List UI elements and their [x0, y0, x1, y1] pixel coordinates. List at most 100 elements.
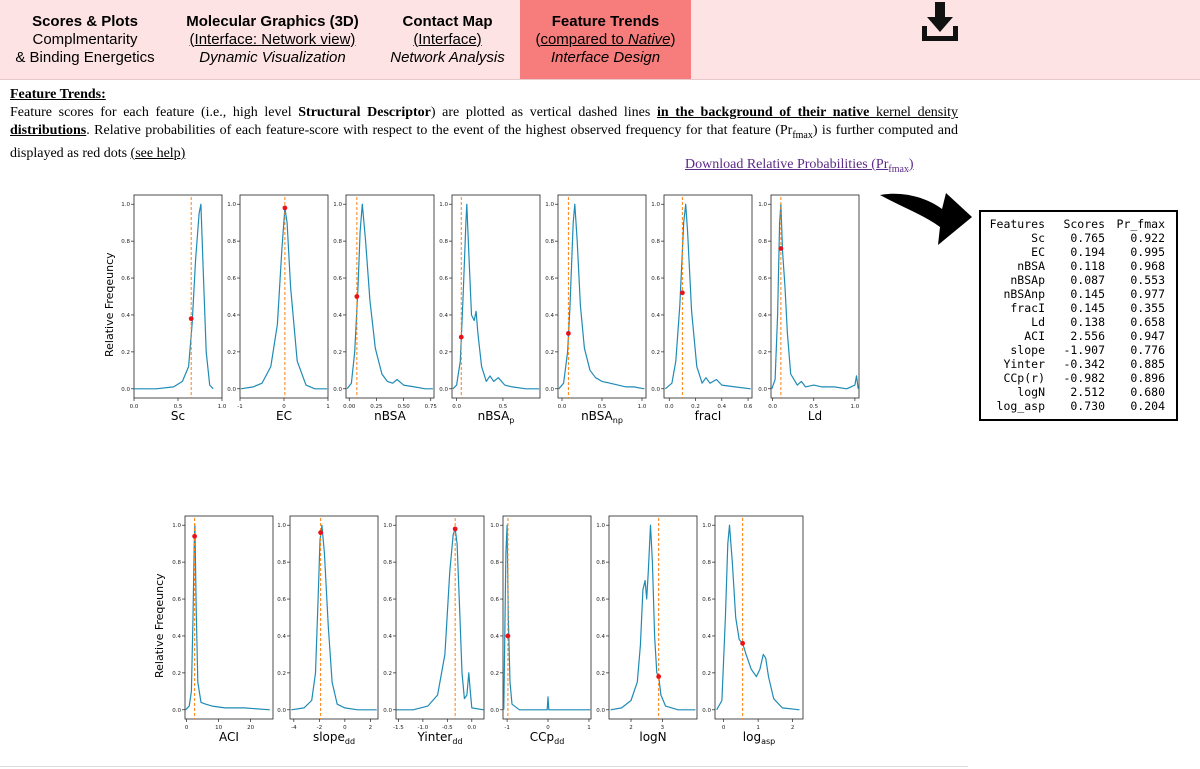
x-axis-label: logasp: [743, 730, 775, 746]
tab-molecular-graphics[interactable]: Molecular Graphics (3D) (Interface: Netw…: [170, 0, 375, 79]
feature-name: Sc: [1031, 231, 1045, 245]
feature-prfmax: 0.896: [1130, 371, 1165, 385]
tab-scores-plots[interactable]: Scores & Plots Complmentarity & Binding …: [0, 0, 170, 79]
tab-caption: Interface Design: [550, 48, 661, 66]
tab-caption: & Binding Energetics: [15, 48, 155, 66]
y-tick-label: 0.6: [758, 276, 767, 282]
x-axis-label: CCpdd: [530, 730, 565, 746]
y-tick-label: 0.4: [702, 634, 711, 640]
tab-feature-trends[interactable]: Feature Trends (compared to Native) Inte…: [520, 0, 691, 79]
paren-close: ): [670, 30, 676, 48]
y-tick-label: 0.4: [277, 634, 286, 640]
y-tick-label: 1.0: [702, 523, 711, 529]
download-relative-probabilities-link[interactable]: Download Relative Probabilities (Prfmax): [685, 157, 914, 175]
y-tick-label: 0.2: [277, 671, 286, 677]
plot-frame: [239, 194, 329, 399]
tab-contact-map[interactable]: Contact Map (Interface) Network Analysis: [375, 0, 520, 79]
y-tick-label: 0.4: [758, 313, 767, 319]
table-row: EC 0.194 0.995: [985, 245, 1172, 259]
feature-scores-table: Features Scores Pr_fmax Sc 0.765 0.922 EC 0.194…: [979, 210, 1178, 421]
y-tick-label: 0.6: [227, 276, 236, 282]
y-tick-label: 0.8: [227, 239, 236, 245]
kde-curve: [610, 524, 696, 711]
feature-prfmax: 0.995: [1130, 245, 1165, 259]
kde-curve: [558, 203, 645, 390]
x-tick-label: 0.0: [768, 404, 777, 410]
feature-name: logN: [1017, 385, 1045, 399]
prfmax-dot: [740, 640, 746, 646]
compared-to-link[interactable]: compared to: [540, 30, 628, 48]
section-heading: Feature Trends:: [10, 87, 106, 102]
y-tick-label: 0.4: [121, 313, 130, 319]
x-axis-label: logN: [639, 730, 666, 744]
x-tick-label: 2: [369, 725, 373, 731]
y-tick-label: 0.8: [758, 239, 767, 245]
feature-prfmax: 0.977: [1130, 287, 1165, 301]
feature-name: Yinter: [1003, 357, 1045, 371]
table-row: nBSA 0.118 0.968: [985, 259, 1172, 273]
table-row: Sc 0.765 0.922: [985, 231, 1172, 245]
x-axis-label: nBSAp: [478, 409, 515, 425]
y-tick-label: 1.0: [383, 523, 392, 529]
prfmax-dot: [778, 246, 784, 251]
x-tick-label: -1: [504, 725, 509, 731]
y-tick-label: 0.2: [758, 350, 767, 356]
feature-score: -1.907: [1063, 343, 1105, 357]
y-tick-label: 0.6: [277, 597, 286, 603]
feature-prfmax: 0.968: [1130, 259, 1165, 273]
feature-score: 2.512: [1070, 385, 1105, 399]
feature-name: nBSAnp: [1003, 287, 1045, 301]
x-axis-label: EC: [276, 409, 292, 423]
feature-prfmax: Pr_fmax: [1116, 217, 1165, 231]
y-tick-label: 0.6: [702, 597, 711, 603]
feature-name: EC: [1031, 245, 1045, 259]
kde-curve: [503, 524, 591, 711]
feature-name: nBSAp: [1010, 273, 1045, 287]
y-tick-label: 0.2: [651, 350, 660, 356]
feature-score: 0.194: [1070, 245, 1105, 259]
kde-curve: [134, 203, 214, 390]
x-tick-label: 0: [343, 725, 347, 731]
table-row: nBSAnp 0.145 0.977: [985, 287, 1172, 301]
y-tick-label: 0.8: [333, 239, 342, 245]
x-axis-label: Yinterdd: [416, 730, 462, 746]
download-icon[interactable]: [918, 0, 962, 44]
y-tick-label: 0.6: [172, 597, 181, 603]
plot-frame: [289, 515, 379, 720]
tab-title: Molecular Graphics (3D): [186, 12, 359, 30]
x-axis-label: fracI: [695, 409, 722, 423]
y-tick-label: 0.8: [490, 560, 499, 566]
y-tick-label: 0.6: [545, 276, 554, 282]
tab-title: Feature Trends: [551, 12, 660, 30]
x-tick-label: 0.0: [558, 404, 567, 410]
kde-curve: [664, 203, 751, 390]
download-link-subscript: fmax: [888, 163, 909, 175]
see-help-link[interactable]: (see help): [130, 145, 186, 161]
native-link[interactable]: Native: [628, 30, 671, 48]
desc-text: . Relative probabilities of each feature…: [86, 123, 793, 138]
x-tick-label: 1: [587, 725, 591, 731]
tab-caption: Dynamic Visualization: [199, 48, 346, 66]
prfmax-dot: [354, 294, 360, 299]
table-row: slope -1.907 0.776: [985, 343, 1172, 357]
feature-prfmax: 0.680: [1130, 385, 1165, 399]
x-tick-label: 0.75: [425, 404, 438, 410]
feature-score: Scores: [1063, 217, 1105, 231]
desc-subscript: fmax: [792, 129, 813, 141]
tab-subtitle-link[interactable]: (Interface: Network view): [189, 30, 356, 48]
prfmax-dot: [505, 633, 511, 639]
desc-bold-underlined: in the background of their native: [656, 105, 870, 120]
x-tick-label: 0: [722, 725, 726, 731]
x-tick-label: 0.6: [744, 404, 753, 410]
y-tick-label: 1.0: [651, 202, 660, 208]
y-tick-label: 0.4: [172, 634, 181, 640]
tab-subtitle-link[interactable]: (Interface): [413, 30, 482, 48]
x-tick-label: 1.0: [218, 404, 227, 410]
feature-prfmax: 0.922: [1130, 231, 1165, 245]
x-tick-label: 1: [326, 404, 330, 410]
x-axis-label-subscript: dd: [554, 737, 564, 746]
x-tick-label: 0: [185, 725, 189, 731]
y-tick-label: 1.0: [490, 523, 499, 529]
x-tick-label: 0.5: [499, 404, 508, 410]
feature-name: log_asp: [996, 399, 1045, 413]
